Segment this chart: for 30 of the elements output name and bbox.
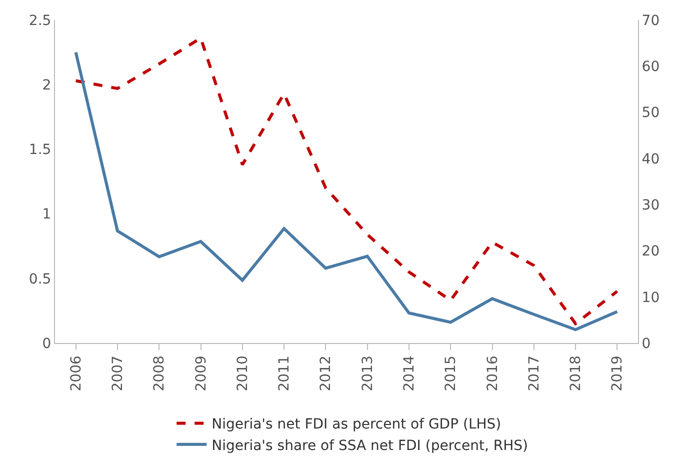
y-tick-label: 1.5: [28, 142, 52, 158]
y2-tick-label: 30: [642, 197, 660, 214]
y2-tick-label: 0: [642, 336, 651, 352]
x-tick-label: 2008: [152, 356, 168, 392]
y2-tick-label: 70: [642, 12, 660, 29]
y-tick-label: 2: [42, 78, 52, 94]
x-tick-label: 2016: [484, 356, 501, 392]
x-tick-label: 2011: [276, 356, 293, 392]
y-tick-label: 1: [42, 206, 52, 223]
x-tick-label: 2017: [526, 356, 542, 392]
y2-tick-label: 50: [642, 105, 660, 122]
y2-tick-label: 10: [642, 290, 660, 306]
y2-tick-label: 60: [642, 59, 660, 76]
x-tick-label: 2012: [318, 356, 334, 392]
x-tick-label: 2007: [110, 356, 126, 392]
x-tick-label: 2013: [360, 356, 376, 392]
x-tick-label: 2018: [568, 356, 584, 392]
x-tick-label: 2009: [193, 356, 210, 392]
x-tick-label: 2006: [68, 356, 84, 392]
y2-tick-label: 40: [642, 151, 660, 168]
x-tick-label: 2010: [234, 356, 251, 392]
y2-tick-label: 20: [642, 244, 660, 260]
x-tick-label: 2015: [443, 356, 460, 392]
x-tick-label: 2014: [402, 356, 418, 392]
legend-label: Nigeria's share of SSA net FDI (percent, RHS): [212, 438, 528, 454]
y-tick-label: 0: [42, 336, 52, 352]
x-tick-label: 2019: [610, 356, 626, 392]
y-tick-label: 2.5: [28, 12, 52, 29]
y-tick-label: 0.5: [28, 271, 52, 288]
legend-label: Nigeria's net FDI as percent of GDP (LHS): [212, 416, 502, 433]
